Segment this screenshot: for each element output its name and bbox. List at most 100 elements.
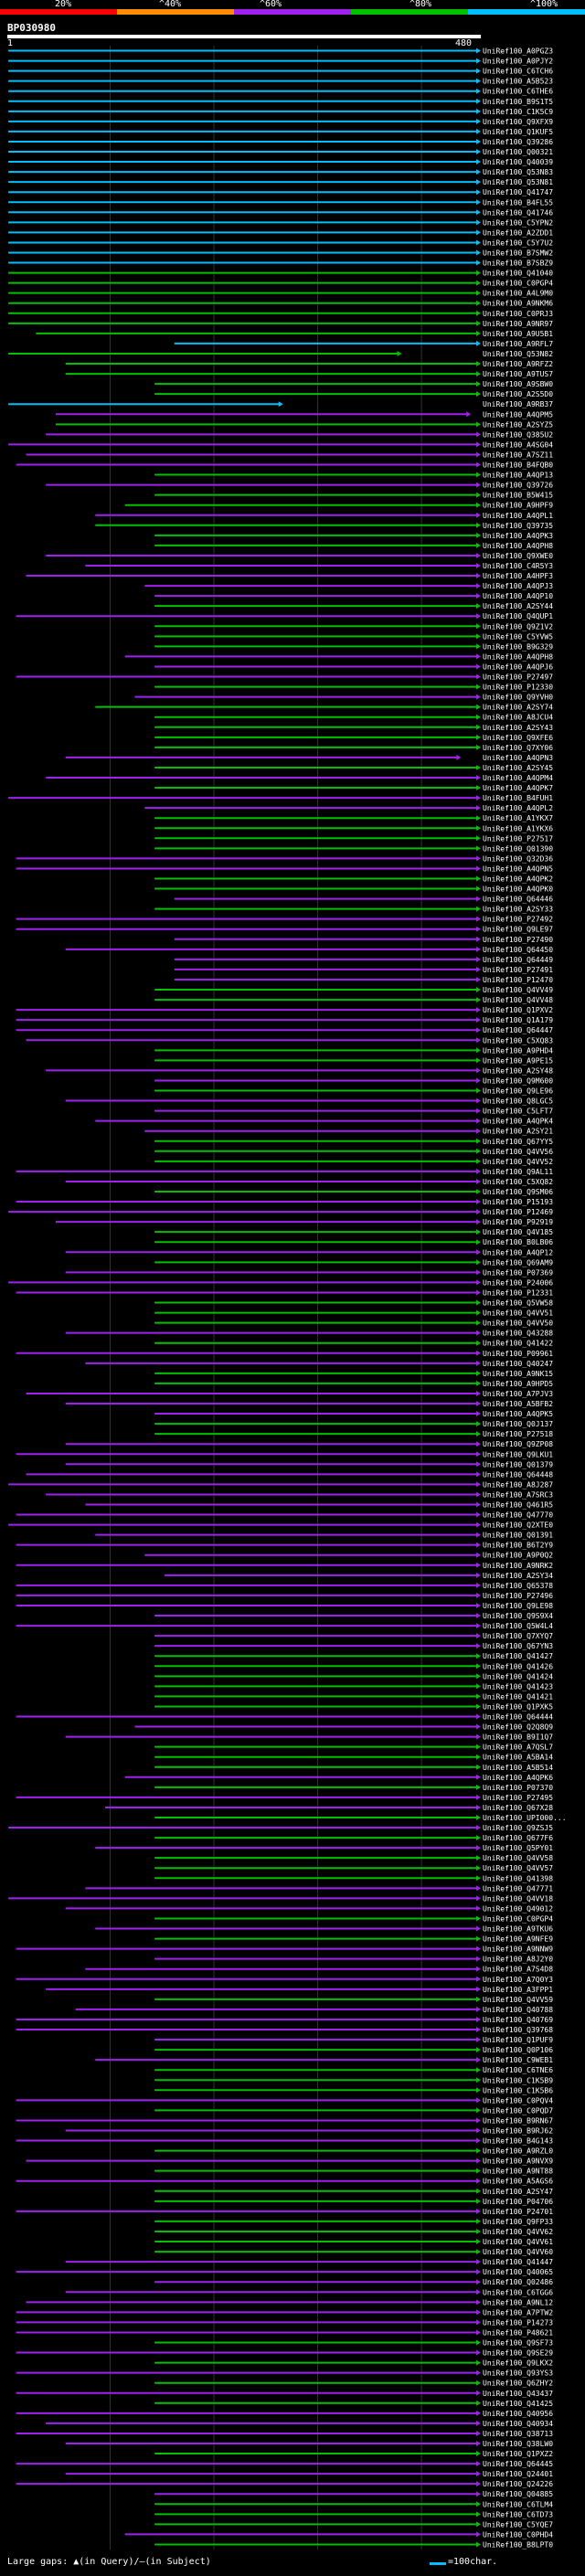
hit-label[interactable]: UniRef100_Q41423 bbox=[483, 1682, 553, 1691]
hit-row[interactable]: UniRef100_Q01390 bbox=[154, 844, 553, 853]
hit-row[interactable]: UniRef100_Q40039 bbox=[8, 158, 553, 166]
hit-row[interactable]: UniRef100_Q5VW58 bbox=[154, 1299, 553, 1308]
hit-label[interactable]: UniRef100_A4QPM4 bbox=[483, 774, 553, 782]
hit-row[interactable]: UniRef100_Q1PXK5 bbox=[154, 1702, 553, 1711]
hit-label[interactable]: UniRef100_Q4VV61 bbox=[483, 2238, 553, 2246]
hit-row[interactable]: UniRef100_Q40247 bbox=[85, 1360, 553, 1368]
hit-row[interactable]: UniRef100_B9RJ62 bbox=[65, 2126, 553, 2135]
hit-row[interactable]: UniRef100_A9NT88 bbox=[154, 2168, 553, 2176]
hit-label[interactable]: UniRef100_P14273 bbox=[483, 2318, 553, 2327]
hit-row[interactable]: UniRef100_P27490 bbox=[174, 936, 553, 944]
hit-row[interactable]: UniRef100_A2SYZ5 bbox=[55, 420, 553, 429]
hit-label[interactable]: UniRef100_A7SRC3 bbox=[483, 1490, 553, 1499]
hit-row[interactable]: UniRef100_Q677F6 bbox=[154, 1834, 553, 1842]
hit-row[interactable]: UniRef100_A5B514 bbox=[154, 1764, 553, 1772]
hit-row[interactable]: UniRef100_Q1PUF9 bbox=[154, 2036, 553, 2044]
hit-row[interactable]: UniRef100_Q385U2 bbox=[46, 430, 553, 439]
hit-row[interactable]: UniRef100_P07370 bbox=[154, 1784, 553, 1792]
hit-label[interactable]: UniRef100_Q4VV50 bbox=[483, 1320, 553, 1328]
hit-label[interactable]: UniRef100_A4QPH8 bbox=[483, 542, 553, 550]
hit-label[interactable]: UniRef100_Q1PXZ2 bbox=[483, 2450, 553, 2458]
hit-label[interactable]: UniRef100_Q53N81 bbox=[483, 178, 553, 186]
hit-label[interactable]: UniRef100_A4QPK3 bbox=[483, 532, 553, 540]
hit-row[interactable]: UniRef100_A4L9M0 bbox=[8, 290, 553, 298]
hit-row[interactable]: UniRef100_A2S5D0 bbox=[154, 390, 553, 398]
hit-label[interactable]: UniRef100_Q47770 bbox=[483, 1511, 553, 1520]
hit-row[interactable]: UniRef100_P24701 bbox=[16, 2208, 554, 2216]
hit-label[interactable]: UniRef100_P12470 bbox=[483, 976, 553, 984]
hit-label[interactable]: UniRef100_A9TKU6 bbox=[483, 1925, 553, 1934]
hit-label[interactable]: UniRef100_Q01379 bbox=[483, 1460, 553, 1468]
hit-label[interactable]: UniRef100_P27491 bbox=[483, 966, 553, 974]
hit-label[interactable]: UniRef100_Q9SF73 bbox=[483, 2339, 553, 2348]
hit-label[interactable]: UniRef100_A9HPF9 bbox=[483, 502, 553, 510]
hit-row[interactable]: UniRef100_A2SY34 bbox=[164, 1572, 553, 1580]
hit-row[interactable]: UniRef100_Q41746 bbox=[8, 208, 553, 217]
hit-label[interactable]: UniRef100_Q0P106 bbox=[483, 2046, 553, 2054]
hit-label[interactable]: UniRef100_A9NFE9 bbox=[483, 1935, 553, 1944]
hit-label[interactable]: UniRef100_A9P0Q2 bbox=[483, 1552, 553, 1560]
hit-row[interactable]: UniRef100_Q9LE97 bbox=[16, 926, 554, 934]
hit-label[interactable]: UniRef100_Q4VV59 bbox=[483, 1996, 553, 2004]
hit-row[interactable]: UniRef100_Q38LW0 bbox=[65, 2440, 553, 2448]
hit-label[interactable]: UniRef100_B6T2Y9 bbox=[483, 1542, 553, 1550]
hit-label[interactable]: UniRef100_A4QPK6 bbox=[483, 1774, 553, 1782]
hit-label[interactable]: UniRef100_C5YQE7 bbox=[483, 2520, 553, 2528]
hit-label[interactable]: UniRef100_P04706 bbox=[483, 2198, 553, 2206]
hit-label[interactable]: UniRef100_A9NL12 bbox=[483, 2298, 553, 2306]
hit-row[interactable]: UniRef100_C5YQE7 bbox=[154, 2520, 553, 2528]
hit-label[interactable]: UniRef100_Q41426 bbox=[483, 1662, 553, 1670]
hit-label[interactable]: UniRef100_P27518 bbox=[483, 1430, 553, 1438]
hit-row[interactable]: UniRef100_Q9Z1V2 bbox=[154, 622, 553, 631]
hit-row[interactable]: UniRef100_Q53N81 bbox=[8, 178, 553, 186]
hit-label[interactable]: UniRef100_C4R5Y3 bbox=[483, 562, 553, 570]
hit-row[interactable]: UniRef100_A4QPM4 bbox=[46, 774, 553, 782]
hit-label[interactable]: UniRef100_B0LB06 bbox=[483, 1238, 553, 1246]
hit-label[interactable]: UniRef100_Q40934 bbox=[483, 2420, 553, 2428]
hit-label[interactable]: UniRef100_B4FL55 bbox=[483, 198, 553, 207]
hit-row[interactable]: UniRef100_C5XQ82 bbox=[65, 1178, 553, 1186]
hit-label[interactable]: UniRef100_A4QP10 bbox=[483, 592, 553, 600]
hit-row[interactable]: UniRef100_A9TUS7 bbox=[65, 370, 553, 378]
hit-row[interactable]: UniRef100_C0PGP4 bbox=[154, 1914, 553, 1923]
hit-label[interactable]: UniRef100_Q6ZHY2 bbox=[483, 2380, 553, 2388]
hit-label[interactable]: UniRef100_Q1KUF5 bbox=[483, 128, 553, 136]
hit-row[interactable]: UniRef100_A4QPN5 bbox=[16, 864, 554, 873]
hit-row[interactable]: UniRef100_Q43288 bbox=[65, 1330, 553, 1338]
hit-row[interactable]: UniRef100_Q38713 bbox=[16, 2430, 554, 2438]
hit-label[interactable]: UniRef100_A9NRK2 bbox=[483, 1562, 553, 1570]
hit-label[interactable]: UniRef100_Q9LKX2 bbox=[483, 2359, 553, 2368]
hit-label[interactable]: UniRef100_A9RZL0 bbox=[483, 2147, 553, 2156]
hit-row[interactable]: UniRef100_A9NKM6 bbox=[8, 300, 553, 308]
hit-row[interactable]: UniRef100_A4QPN3 bbox=[65, 754, 553, 762]
hit-row[interactable]: UniRef100_Q41427 bbox=[154, 1652, 553, 1660]
hit-row[interactable]: UniRef100_A4QP12 bbox=[65, 1248, 553, 1256]
hit-label[interactable]: UniRef100_A9NR97 bbox=[483, 320, 553, 328]
hit-row[interactable]: UniRef100_Q4VV58 bbox=[154, 1854, 553, 1862]
hit-row[interactable]: UniRef100_Q39726 bbox=[46, 482, 553, 490]
hit-row[interactable]: UniRef100_B4FQB0 bbox=[16, 461, 554, 470]
hit-row[interactable]: UniRef100_Q41447 bbox=[65, 2258, 553, 2266]
hit-row[interactable]: UniRef100_Q9FP33 bbox=[154, 2218, 553, 2226]
hit-label[interactable]: UniRef100_Q9LKU1 bbox=[483, 1450, 553, 1458]
hit-label[interactable]: UniRef100_Q5PY01 bbox=[483, 1844, 553, 1852]
hit-label[interactable]: UniRef100_Q53N82 bbox=[483, 350, 553, 358]
hit-row[interactable]: UniRef100_A9RFL7 bbox=[174, 340, 553, 348]
hit-label[interactable]: UniRef100_Q39286 bbox=[483, 138, 553, 146]
hit-row[interactable]: UniRef100_C0PQD7 bbox=[154, 2106, 553, 2115]
hit-row[interactable]: UniRef100_A4QPK5 bbox=[154, 1410, 553, 1418]
hit-label[interactable]: UniRef100_Q9ZSJ5 bbox=[483, 1824, 553, 1832]
hit-label[interactable]: UniRef100_B8LPT0 bbox=[483, 2540, 553, 2549]
hit-row[interactable]: UniRef100_Q9ZSJ5 bbox=[8, 1824, 553, 1832]
hit-label[interactable]: UniRef100_Q4VV62 bbox=[483, 2228, 553, 2236]
hit-row[interactable]: UniRef100_Q8LGC5 bbox=[65, 1097, 553, 1106]
hit-row[interactable]: UniRef100_Q9XWE0 bbox=[46, 552, 553, 560]
hit-row[interactable]: UniRef100_P14273 bbox=[16, 2318, 554, 2327]
hit-label[interactable]: UniRef100_A9SBW0 bbox=[483, 380, 553, 388]
hit-label[interactable]: UniRef100_A9PHD4 bbox=[483, 1046, 553, 1055]
hit-row[interactable]: UniRef100_Q9AL11 bbox=[16, 1168, 554, 1176]
hit-label[interactable]: UniRef100_C5Y7U2 bbox=[483, 239, 553, 247]
hit-row[interactable]: UniRef100_Q41426 bbox=[154, 1662, 553, 1670]
hit-row[interactable]: UniRef100_A9HPF9 bbox=[124, 502, 554, 510]
hit-row[interactable]: UniRef100_A4HPF3 bbox=[26, 572, 554, 580]
